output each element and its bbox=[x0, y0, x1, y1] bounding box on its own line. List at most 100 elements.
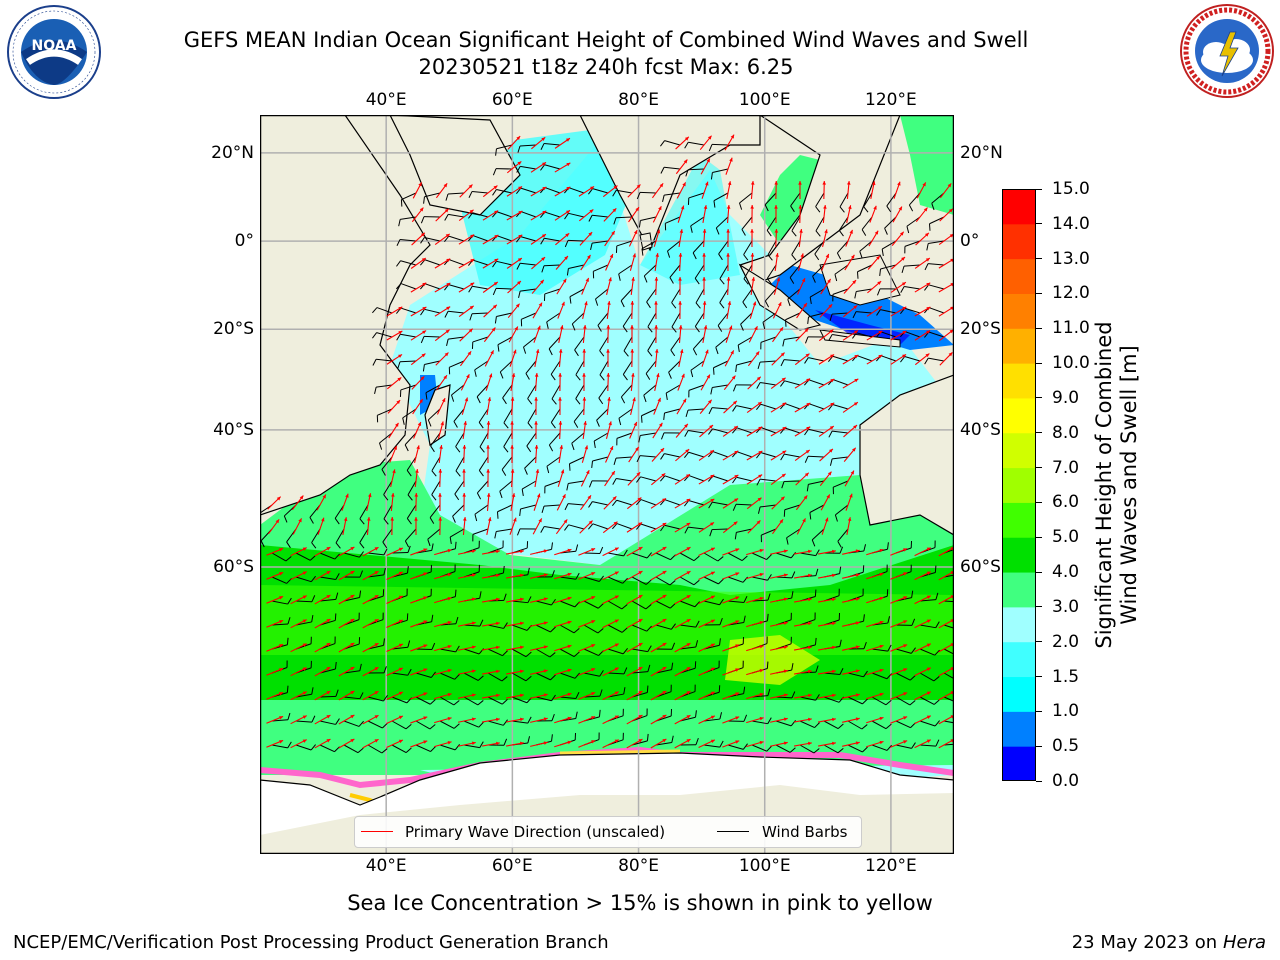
wind-barb-flag bbox=[636, 499, 642, 506]
wave-arrow-head bbox=[443, 375, 447, 380]
wind-barb-flag bbox=[469, 313, 473, 321]
wind-barb-flag bbox=[525, 651, 532, 658]
wind-barb bbox=[607, 693, 624, 698]
wave-arrow-head bbox=[611, 231, 615, 236]
wave-arrow-head bbox=[302, 739, 307, 743]
wind-barb-flag bbox=[807, 316, 809, 324]
wind-barb-flag bbox=[598, 709, 601, 717]
wind-barb bbox=[655, 624, 672, 630]
wind-barb-flag bbox=[526, 445, 532, 453]
wind-barb bbox=[455, 432, 465, 447]
wind-barb-flag bbox=[862, 698, 868, 705]
wind-barb bbox=[367, 696, 384, 702]
wind-barb-flag bbox=[335, 718, 340, 725]
wave-arrow-head bbox=[710, 498, 715, 503]
wave-arrow-head bbox=[447, 596, 452, 601]
wave-arrow-head bbox=[463, 421, 468, 425]
wind-barb-flag bbox=[647, 326, 653, 333]
wind-barb-flag bbox=[766, 745, 772, 752]
wave-arrow-head bbox=[541, 137, 546, 141]
wind-barb bbox=[640, 476, 657, 482]
wind-barb-flag bbox=[646, 733, 649, 741]
wind-barb-flag bbox=[671, 326, 677, 333]
wind-barb-flag bbox=[430, 746, 436, 752]
wave-arrow-head bbox=[420, 232, 425, 237]
wind-barb bbox=[391, 672, 408, 676]
wave-arrow-head bbox=[471, 549, 476, 554]
wind-barb bbox=[607, 600, 623, 610]
wave-arrow-head bbox=[486, 421, 491, 425]
wind-barb bbox=[832, 312, 849, 315]
wave-arrow-head bbox=[759, 572, 764, 577]
wave-arrow-head bbox=[519, 693, 524, 698]
wind-barb bbox=[799, 552, 816, 557]
wind-barb bbox=[472, 190, 489, 194]
wave-arrow-head bbox=[686, 739, 691, 743]
wind-barb bbox=[703, 552, 719, 562]
wind-barb bbox=[895, 720, 911, 729]
wave-arrow-head bbox=[681, 373, 685, 378]
wind-barb-flag bbox=[742, 576, 748, 583]
wind-barb bbox=[448, 336, 465, 340]
wave-arrow-head bbox=[657, 397, 661, 402]
wave-arrow-head bbox=[638, 619, 643, 623]
latitude-tick-label: 20°N bbox=[960, 142, 1003, 163]
wind-barb bbox=[571, 432, 585, 444]
wind-barb-flag bbox=[645, 604, 652, 610]
wind-barb bbox=[712, 475, 729, 482]
wind-barb-flag bbox=[422, 364, 425, 372]
wave-arrow-head bbox=[495, 645, 500, 650]
wind-barb bbox=[452, 504, 465, 517]
wind-barb-flag bbox=[766, 230, 772, 237]
wave-arrow-head bbox=[326, 715, 331, 719]
wind-barb bbox=[583, 600, 599, 609]
wind-barb bbox=[474, 360, 489, 371]
wind-barb-flag bbox=[804, 428, 809, 436]
wave-arrow-head bbox=[519, 573, 524, 578]
wind-barb-flag bbox=[453, 700, 460, 706]
colorbar-tick-label: 10.0 bbox=[1052, 353, 1090, 374]
wind-barb bbox=[593, 432, 609, 442]
wind-barb bbox=[823, 744, 839, 754]
wave-arrow-head bbox=[750, 181, 755, 185]
wave-arrow-head bbox=[710, 547, 715, 552]
wave-arrow-head bbox=[543, 741, 548, 745]
wind-barb-flag bbox=[663, 412, 665, 420]
wind-barb-flag bbox=[854, 291, 857, 299]
wind-barb-flag bbox=[935, 621, 940, 628]
wind-barb-flag bbox=[551, 398, 557, 405]
wind-barb bbox=[737, 336, 753, 346]
wind-barb bbox=[295, 693, 312, 698]
wind-barb-flag bbox=[887, 644, 892, 652]
wind-barb bbox=[496, 211, 513, 218]
wind-barb bbox=[343, 552, 360, 558]
wind-barb bbox=[583, 672, 600, 677]
colorbar-segment bbox=[1002, 293, 1036, 329]
wave-arrow-head bbox=[447, 716, 452, 721]
wind-barb bbox=[832, 355, 849, 362]
wind-barb bbox=[808, 403, 825, 410]
wind-barb bbox=[760, 382, 777, 386]
wave-arrow-head bbox=[662, 667, 667, 671]
wave-arrow-head bbox=[633, 421, 637, 426]
wind-barb bbox=[871, 744, 888, 751]
wind-barb-flag bbox=[595, 298, 599, 306]
wave-arrow-head bbox=[630, 301, 635, 305]
wind-barb bbox=[838, 216, 849, 231]
wind-barb-flag bbox=[311, 542, 317, 549]
wind-barb bbox=[451, 384, 465, 396]
wind-barb-flag bbox=[525, 675, 532, 682]
wind-barb bbox=[424, 192, 441, 198]
wave-arrow-head bbox=[419, 207, 424, 212]
wave-arrow-head bbox=[831, 597, 836, 602]
wave-arrow-head bbox=[398, 571, 403, 576]
wave-arrow-head bbox=[807, 645, 812, 650]
wave-arrow-head bbox=[471, 645, 476, 650]
wave-arrow-head bbox=[447, 668, 452, 673]
wave-arrow-head bbox=[855, 717, 860, 721]
wind-barb bbox=[664, 140, 681, 146]
wind-barb bbox=[679, 576, 695, 586]
wind-barb bbox=[640, 499, 657, 506]
wind-barb bbox=[943, 720, 954, 724]
wave-arrow-head bbox=[567, 644, 572, 649]
